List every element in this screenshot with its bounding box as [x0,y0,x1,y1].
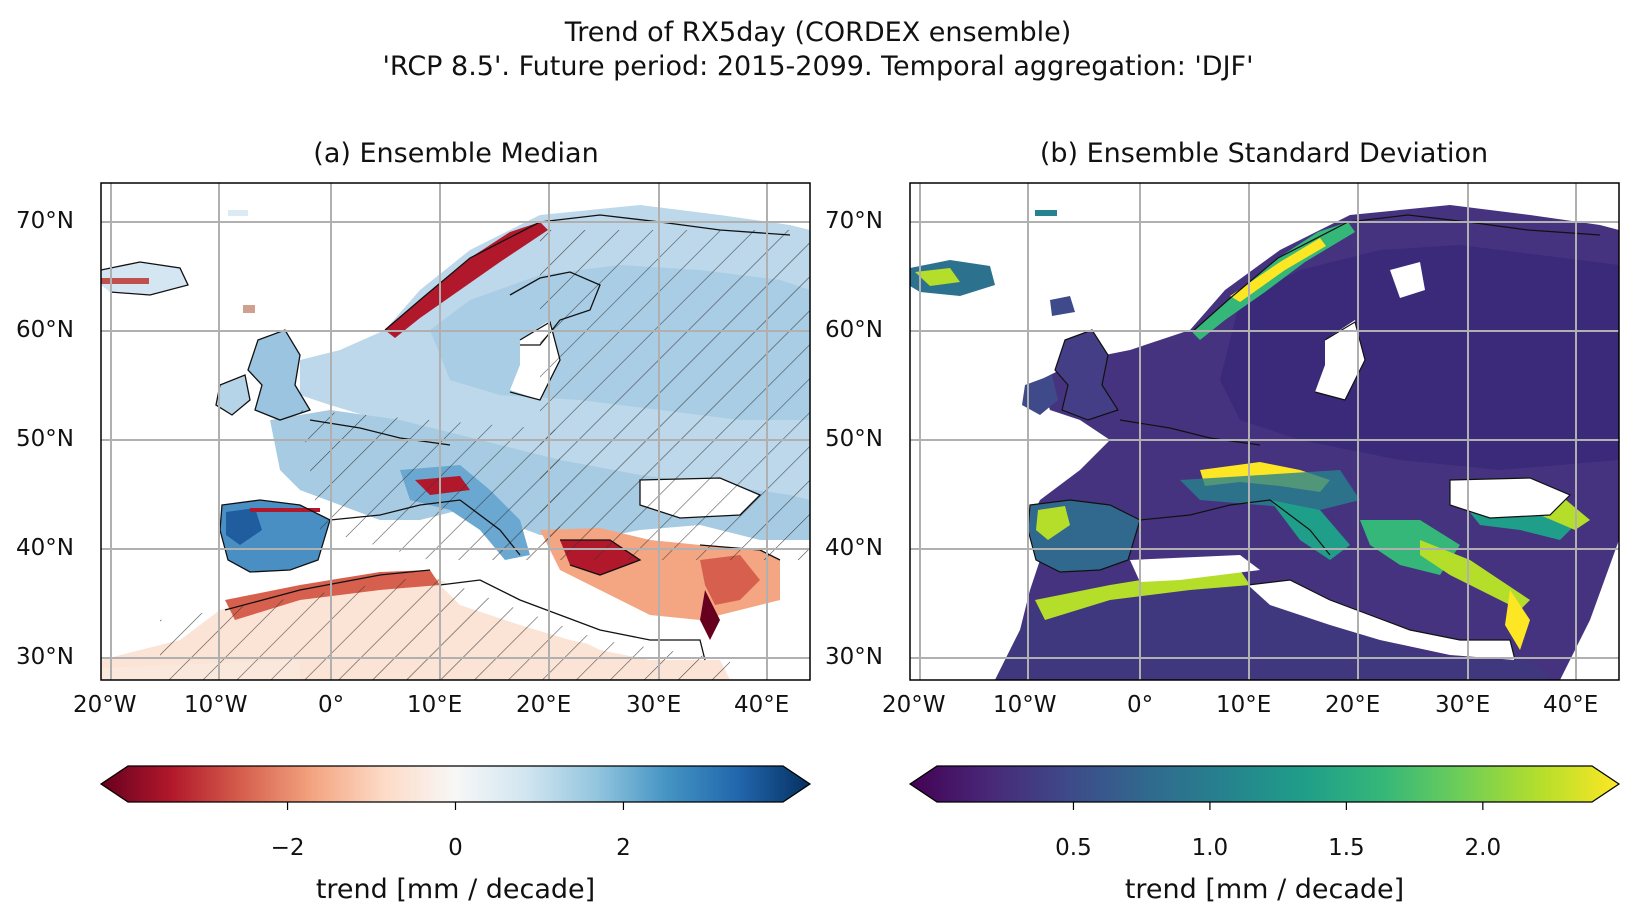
panel-b-lon-tick-20w: 20°W [882,692,946,718]
colorbar-a-tick-label: 0 [448,835,463,861]
panel-b-lat-tick-70: 70°N [825,208,883,234]
panel-a-title: (a) Ensemble Median [313,138,599,169]
panel-a-lon-tick-10e: 10°E [407,692,463,718]
panel-b-lon-tick-40e: 40°E [1543,692,1599,718]
colorbar-a [99,765,812,810]
figure-title-line2: 'RCP 8.5'. Future period: 2015-2099. Tem… [382,51,1254,82]
panel-a-lon-tick-20w: 20°W [73,692,137,718]
panel-b-title: (b) Ensemble Standard Deviation [1039,138,1489,169]
panel-b-lon-tick-10w: 10°W [993,692,1057,718]
panel-a-lon-tick-20e: 20°E [516,692,572,718]
colorbar-b-tick-label: 0.5 [1055,835,1092,861]
colorbar-b-tick-label: 1.0 [1191,835,1229,861]
panel-b-lon-tick-10e: 10°E [1216,692,1272,718]
panel-a-lat-tick-60: 60°N [16,317,74,343]
panel-a-lat-tick-40: 40°N [16,535,74,561]
panel-b-map [910,183,1619,680]
panel-b-lon-tick-30e: 30°E [1435,692,1491,718]
panel-b-lat-tick-40: 40°N [825,535,883,561]
panel-b-gridlines [910,183,1619,680]
colorbar-b-tick-label: 2.0 [1464,835,1502,861]
panel-b-lat-tick-30: 30°N [825,644,883,670]
colorbar-b-tick-label: 1.5 [1328,835,1365,861]
panel-a-lat-tick-50: 50°N [16,426,74,452]
panel-a-lon-tick-40e: 40°E [734,692,790,718]
panel-a-gridlines [101,183,810,680]
panel-b-lon-tick-20e: 20°E [1325,692,1381,718]
panel-a-lon-tick-30e: 30°E [626,692,682,718]
panel-a-map [101,183,810,680]
panel-a-lat-tick-70: 70°N [16,208,74,234]
panel-b-frame [909,182,1620,681]
panel-a-lon-tick-10w: 10°W [184,692,248,718]
panel-b-lat-tick-50: 50°N [825,426,883,452]
panel-b-lat-tick-60: 60°N [825,317,883,343]
colorbar-b-label: trend [mm / decade] [1124,874,1405,905]
panel-a-lon-tick-0: 0° [318,692,345,718]
panel-a-lat-tick-30: 30°N [16,644,74,670]
panel-a-frame [100,182,811,681]
colorbar-a-label: trend [mm / decade] [315,874,596,905]
colorbar-b [908,765,1621,810]
colorbar-a-tick-label: 2 [616,835,631,861]
panel-b-lon-tick-0: 0° [1127,692,1154,718]
colorbar-a-tick-label: −2 [270,835,305,861]
figure-title-line1: Trend of RX5day (CORDEX ensemble) [564,17,1072,48]
